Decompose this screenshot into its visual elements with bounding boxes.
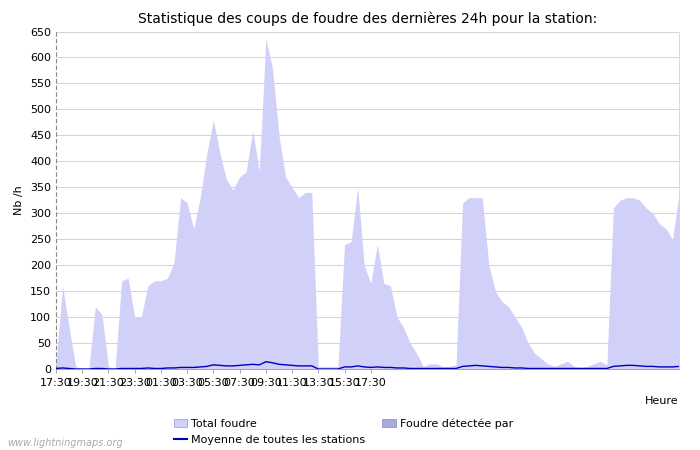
Text: www.lightningmaps.org: www.lightningmaps.org [7,438,122,448]
Legend: Total foudre, Moyenne de toutes les stations, Foudre détectée par: Total foudre, Moyenne de toutes les stat… [174,418,513,445]
Y-axis label: Nb /h: Nb /h [15,185,24,215]
Title: Statistique des coups de foudre des dernières 24h pour la station:: Statistique des coups de foudre des dern… [138,12,597,26]
Text: Heure: Heure [645,396,679,406]
